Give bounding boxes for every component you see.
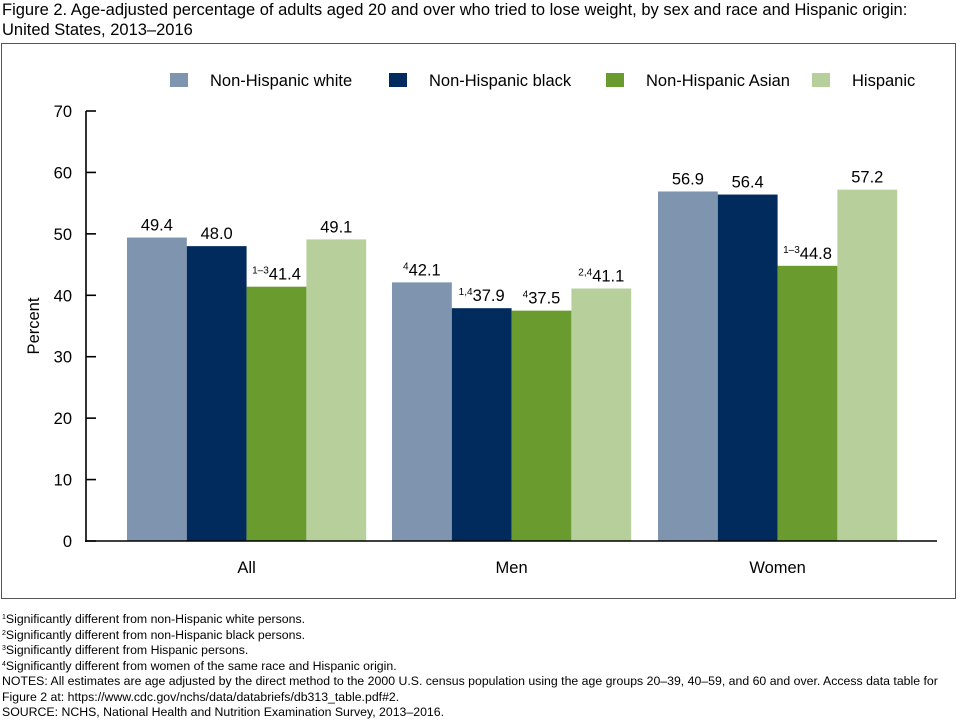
data-label: 1–341.4 (252, 266, 301, 284)
data-label-value: 42.1 (409, 261, 441, 279)
data-label: 1,437.9 (459, 287, 505, 305)
data-label: 57.2 (851, 169, 883, 187)
bar-group-men: 442.11,437.9 437.52,441.1 (392, 261, 632, 541)
data-label-value: 44.8 (800, 245, 832, 263)
data-label: 56.9 (672, 170, 704, 188)
y-tick-label: 20 (54, 410, 72, 428)
notes: NOTES: All estimates are age adjusted by… (2, 674, 938, 704)
bar (511, 310, 572, 541)
legend-swatch (812, 73, 830, 87)
data-label-value: 37.9 (473, 287, 505, 305)
data-label: 2,441.1 (578, 268, 624, 286)
bar (451, 308, 512, 541)
x-tick-label: Women (749, 559, 806, 577)
data-label-value: 41.1 (592, 268, 624, 286)
data-label: 56.4 (732, 174, 764, 192)
legend-item-non-hispanic-asian: Non-Hispanic Asian (606, 72, 790, 90)
y-tick-label: 50 (54, 226, 72, 244)
legend-item-non-hispanic-black: Non-Hispanic black (389, 72, 572, 90)
y-tick-label: 40 (54, 287, 72, 305)
data-label-value: 41.4 (269, 266, 301, 284)
bar (717, 194, 778, 542)
data-label: 442.1 (403, 261, 441, 279)
data-label: 1–344.8 (783, 245, 832, 263)
data-label-superscript: 4 (403, 261, 409, 272)
data-label-superscript: 4 (523, 290, 529, 301)
legend-swatch (606, 73, 624, 87)
y-tick-label: 10 (54, 472, 72, 490)
bar-group-all: 49.4 48.0 1–341.4 49.1 (127, 217, 367, 542)
bar (186, 246, 247, 541)
bar-group-women: 56.9 56.4 1–344.8 57.2 (658, 169, 898, 542)
x-tick-label: Men (496, 559, 528, 577)
legend-swatch (170, 73, 188, 87)
figure-title: Figure 2. Age-adjusted percentage of adu… (2, 1, 908, 39)
y-tick-label: 30 (54, 349, 72, 367)
legend-item-non-hispanic-white: Non-Hispanic white (170, 72, 352, 90)
legend: Non-Hispanic white Non-Hispanic black Non-… (170, 72, 915, 90)
data-label: 437.5 (523, 290, 561, 308)
bar (392, 282, 452, 541)
x-tick-label: All (237, 559, 255, 577)
bar (658, 191, 718, 541)
legend-swatch (389, 73, 407, 87)
data-label: 49.4 (141, 217, 173, 235)
data-label-superscript: 2,4 (578, 268, 592, 279)
x-axis: All Men Women (85, 540, 937, 577)
bar (837, 189, 898, 541)
y-tick-label: 60 (54, 164, 72, 182)
y-axis: 0 10 20 30 40 50 60 70 Percent (25, 103, 96, 551)
data-label-superscript: 1,4 (459, 287, 473, 298)
footnote-2: 2Significantly different from non-Hispan… (2, 627, 306, 642)
footnote-4: 4Significantly different from women of t… (2, 658, 397, 673)
data-label: 49.1 (320, 218, 352, 236)
legend-label: Non-Hispanic black (429, 72, 572, 90)
data-label-superscript: 1–3 (252, 266, 269, 277)
y-tick-label: 0 (63, 533, 72, 551)
legend-label: Hispanic (852, 72, 915, 90)
bar-chart: Non-Hispanic white Non-Hispanic black Non-… (25, 72, 937, 577)
legend-item-hispanic: Hispanic (812, 72, 915, 90)
bar (246, 286, 307, 541)
bar (306, 239, 367, 541)
chart-frame (1, 43, 956, 599)
data-label-superscript: 1–3 (783, 245, 800, 256)
legend-label: Non-Hispanic white (210, 72, 352, 90)
bar (127, 237, 187, 542)
footnote-1: 1Significantly different from non-Hispan… (2, 612, 306, 626)
footnote-3: 3Significantly different from Hispanic p… (2, 643, 249, 657)
data-label-value: 37.5 (528, 290, 560, 308)
y-axis-label: Percent (25, 297, 43, 354)
footnotes: 1Significantly different from non-Hispan… (2, 612, 952, 721)
y-tick-label: 70 (54, 103, 72, 121)
legend-label: Non-Hispanic Asian (646, 72, 790, 90)
bar (777, 265, 838, 541)
data-label: 48.0 (201, 225, 233, 243)
bar (571, 288, 632, 541)
source: SOURCE: NCHS, National Health and Nutrit… (2, 705, 444, 719)
